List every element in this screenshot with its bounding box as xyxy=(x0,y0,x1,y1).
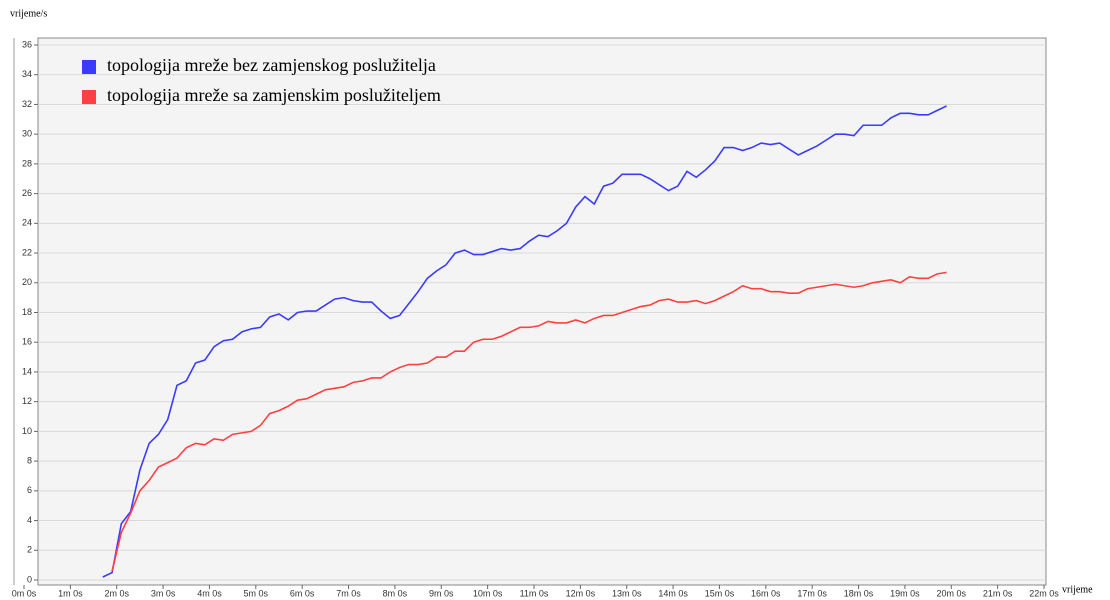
x-tick-label: 3m 0s xyxy=(151,588,176,598)
y-tick-label: 10 xyxy=(22,426,32,436)
y-tick-label: 12 xyxy=(22,396,32,406)
x-tick-label: 2m 0s xyxy=(104,588,129,598)
series-line xyxy=(111,271,947,572)
y-tick-label: 8 xyxy=(27,455,32,465)
x-tick-label: 18m 0s xyxy=(844,588,874,598)
y-tick-label: 34 xyxy=(22,69,32,79)
x-tick-label: 1m 0s xyxy=(58,588,83,598)
x-tick-label: 9m 0s xyxy=(429,588,454,598)
y-tick-label: 26 xyxy=(22,188,32,198)
x-tick-label: 22m 0s xyxy=(1029,588,1059,598)
y-tick-label: 28 xyxy=(22,158,32,168)
x-tick-label: 11m 0s xyxy=(520,588,549,598)
y-tick-label: 22 xyxy=(22,247,32,257)
y-tick-label: 36 xyxy=(22,39,32,49)
x-tick-label: 10m 0s xyxy=(473,588,503,598)
x-tick-label: 17m 0s xyxy=(797,588,827,598)
x-tick-label: 21m 0s xyxy=(983,588,1013,598)
x-tick-label: 19m 0s xyxy=(890,588,920,598)
y-tick-label: 18 xyxy=(22,307,32,317)
y-tick-label: 24 xyxy=(22,218,32,228)
y-tick-label: 20 xyxy=(22,277,32,287)
legend-label: topologija mreže sa zamjenskim poslužite… xyxy=(107,85,441,105)
x-tick-label: 16m 0s xyxy=(751,588,781,598)
legend-label: topologija mreže bez zamjenskog poslužit… xyxy=(107,55,436,75)
y-tick-label: 16 xyxy=(22,337,32,347)
y-tick-label: 2 xyxy=(27,545,32,555)
x-tick-label: 13m 0s xyxy=(612,588,642,598)
legend-swatch xyxy=(82,90,96,104)
y-tick-label: 14 xyxy=(22,366,32,376)
y-tick-label: 0 xyxy=(27,574,32,584)
x-tick-label: 4m 0s xyxy=(197,588,222,598)
plot-frame xyxy=(37,37,1047,586)
x-tick-label: 7m 0s xyxy=(336,588,361,598)
y-tick-label: 32 xyxy=(22,99,32,109)
x-tick-label: 6m 0s xyxy=(290,588,315,598)
y-tick-label: 6 xyxy=(27,485,32,495)
y-axis-label: vrijeme/s xyxy=(10,8,47,19)
x-axis-label: vrijeme xyxy=(1062,584,1093,595)
y-tick-label: 30 xyxy=(22,129,32,139)
x-tick-label: 0m 0s xyxy=(12,588,37,598)
x-tick-label: 15m 0s xyxy=(705,588,735,598)
y-tick-label: 4 xyxy=(27,515,32,525)
x-tick-label: 14m 0s xyxy=(658,588,688,598)
x-tick-label: 12m 0s xyxy=(566,588,596,598)
x-tick-label: 20m 0s xyxy=(937,588,967,598)
legend-swatch xyxy=(82,60,96,74)
x-tick-label: 5m 0s xyxy=(244,588,269,598)
x-tick-label: 8m 0s xyxy=(383,588,408,598)
series-line xyxy=(102,105,947,578)
